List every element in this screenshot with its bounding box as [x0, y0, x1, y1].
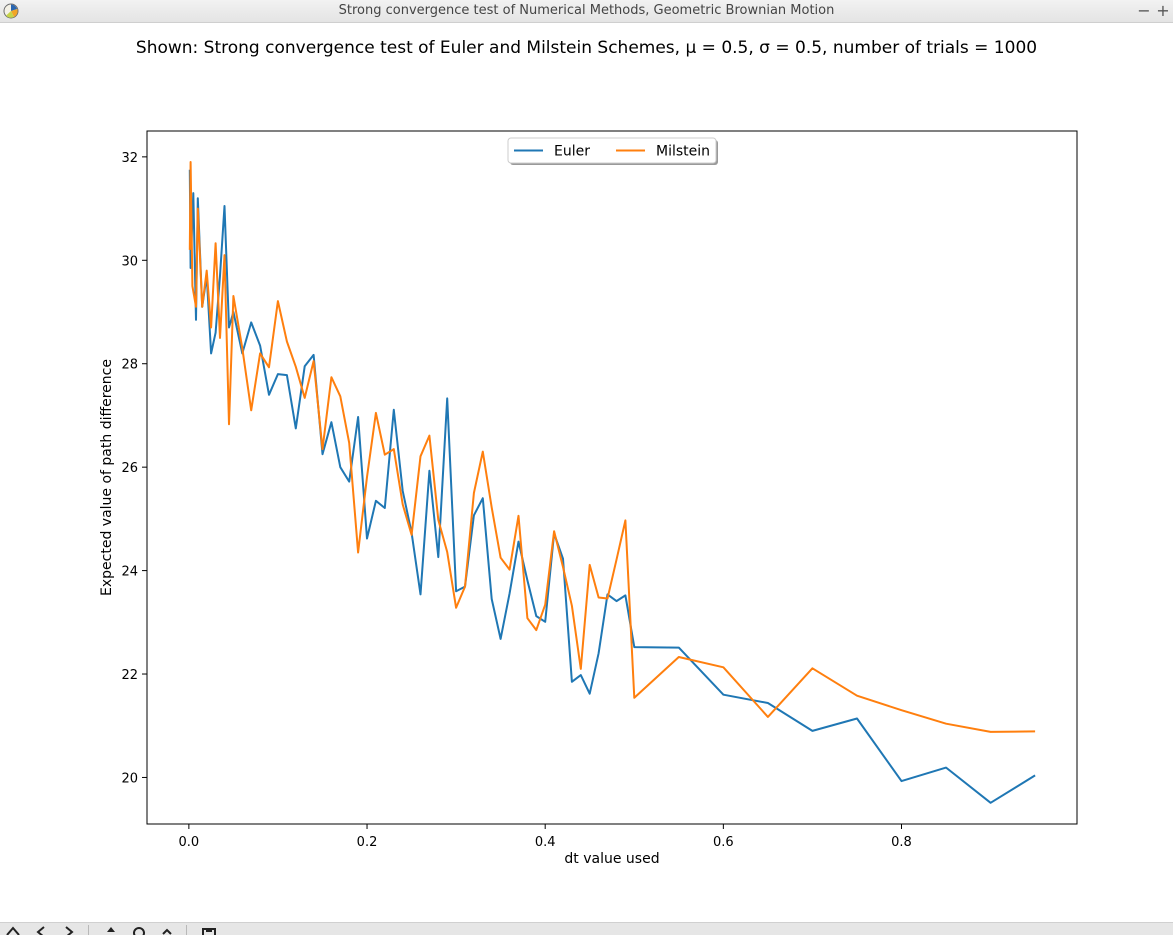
- pan-button[interactable]: [100, 926, 122, 935]
- subplots-icon: [162, 928, 172, 935]
- legend-label-euler: Euler: [554, 144, 590, 160]
- navigation-toolbar: [0, 922, 1173, 935]
- forward-icon: [65, 926, 74, 935]
- x-tick-label: 0.4: [535, 835, 556, 850]
- legend-box: [507, 137, 717, 164]
- chart-title: Shown: Strong convergence test of Euler …: [135, 38, 1038, 58]
- zoom-button[interactable]: [128, 926, 150, 935]
- series-line-euler: [188, 169, 1036, 804]
- app-icon: [3, 3, 19, 19]
- x-tick-label: 0.6: [713, 835, 734, 850]
- y-axis-label: Expected value of path difference: [99, 359, 115, 596]
- series-layer: [188, 161, 1036, 804]
- y-tick-label: 32: [121, 151, 138, 166]
- series-line-milstein: [188, 161, 1036, 733]
- minimize-button[interactable]: −: [1137, 1, 1151, 20]
- plot-area: [147, 131, 1077, 824]
- y-tick-label: 22: [121, 668, 138, 683]
- y-tick-label: 30: [121, 254, 138, 269]
- x-tick-label: 0.0: [179, 835, 200, 850]
- pan-icon: [107, 927, 115, 932]
- legend: Euler Milstein: [507, 137, 718, 165]
- legend-label-milstein: Milstein: [656, 144, 710, 160]
- axes-frame: [146, 130, 1078, 825]
- back-icon: [36, 926, 45, 935]
- toolbar-separator: [88, 925, 89, 935]
- window-title: Strong convergence test of Numerical Met…: [338, 3, 835, 18]
- forward-button[interactable]: [58, 926, 80, 935]
- y-tick-label: 20: [121, 771, 138, 786]
- y-tick-label: 24: [121, 565, 138, 580]
- subplots-button[interactable]: [156, 926, 178, 935]
- home-icon: [6, 926, 20, 935]
- toolbar-separator: [186, 925, 187, 935]
- y-axis: 20 22 24 26 28 30 32: [121, 151, 147, 786]
- x-axis: 0.0 0.2 0.4 0.6 0.8: [179, 824, 912, 850]
- zoom-icon: [133, 927, 145, 935]
- x-tick-label: 0.2: [357, 835, 378, 850]
- x-axis-label: dt value used: [564, 851, 659, 867]
- x-tick-label: 0.8: [891, 835, 912, 850]
- y-tick-label: 28: [121, 358, 138, 373]
- y-tick-label: 26: [121, 461, 138, 476]
- back-button[interactable]: [30, 926, 52, 935]
- window-titlebar: Strong convergence test of Numerical Met…: [0, 0, 1173, 23]
- maximize-button[interactable]: +: [1156, 1, 1170, 20]
- home-button[interactable]: [2, 926, 24, 935]
